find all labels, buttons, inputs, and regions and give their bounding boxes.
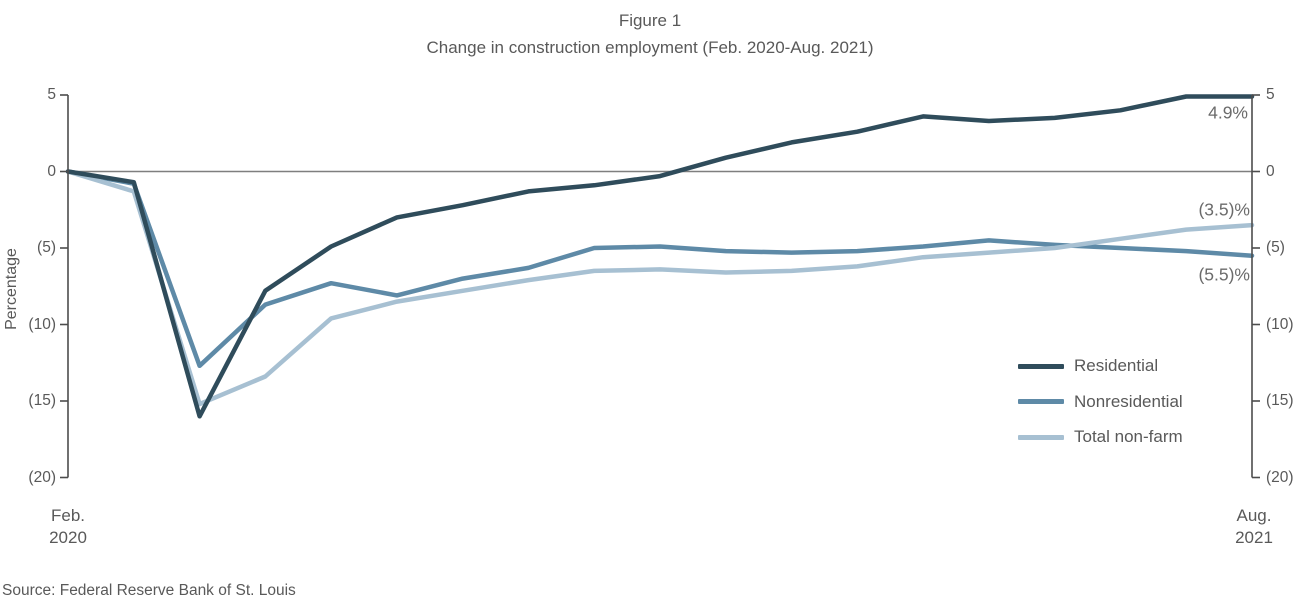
x-end-month: Aug. bbox=[1236, 506, 1272, 525]
y-tick-label-left: 0 bbox=[47, 162, 56, 180]
legend-item-residential: Residential bbox=[1018, 354, 1183, 378]
y-tick-label-left: (5) bbox=[37, 239, 56, 256]
legend-label-nonresidential: Nonresidential bbox=[1074, 391, 1183, 411]
y-tick-label-right: 0 bbox=[1266, 162, 1275, 180]
nonresidential-line bbox=[65, 169, 1255, 369]
total-non-farm-line bbox=[65, 169, 1255, 407]
residential-line bbox=[65, 94, 1255, 419]
chart-title: Change in construction employment (Feb. … bbox=[426, 38, 874, 57]
y-tick-label-left: (20) bbox=[28, 468, 56, 486]
residential-end-label: 4.9% bbox=[1208, 102, 1248, 123]
y-tick-label-left: 5 bbox=[47, 86, 56, 103]
nonresidential-line-swatch bbox=[1018, 399, 1064, 404]
y-tick-label-right: (5) bbox=[1266, 239, 1285, 256]
y-tick-label-left: (10) bbox=[28, 315, 56, 333]
x-start-month: Feb. bbox=[50, 506, 86, 525]
y-tick-label-right: 5 bbox=[1266, 86, 1275, 103]
x-start-year: 2020 bbox=[49, 528, 87, 547]
legend-label-residential: Residential bbox=[1074, 356, 1159, 375]
legend-item-total-non-farm: Total non-farm bbox=[1018, 425, 1183, 449]
x-end-year: 2021 bbox=[1235, 528, 1273, 547]
y-tick-label-left: (15) bbox=[28, 392, 56, 409]
y-tick-label-right: (20) bbox=[1266, 468, 1294, 486]
x-axis-label-end: Aug. 2021 bbox=[1235, 505, 1273, 549]
legend-label-total-non-farm: Total non-farm bbox=[1074, 427, 1183, 446]
total-non-farm-end-label: (3.5)% bbox=[1198, 199, 1250, 220]
chart-titles: Figure 1 Change in construction employme… bbox=[0, 11, 1300, 58]
figure-label: Figure 1 bbox=[618, 11, 682, 30]
legend: Residential Nonresidential Total non-far… bbox=[1018, 354, 1183, 461]
nonresidential-end-label: (5.5)% bbox=[1198, 264, 1250, 285]
y-tick-label-right: (10) bbox=[1266, 315, 1294, 333]
y-tick-label-right: (15) bbox=[1266, 392, 1294, 409]
residential-line-swatch bbox=[1018, 363, 1064, 369]
total-non-farm-line-swatch bbox=[1018, 434, 1064, 440]
legend-item-nonresidential: Nonresidential bbox=[1018, 390, 1183, 414]
x-axis-label-start: Feb. 2020 bbox=[49, 505, 87, 549]
source-note: Source: Federal Reserve Bank of St. Loui… bbox=[2, 582, 296, 599]
